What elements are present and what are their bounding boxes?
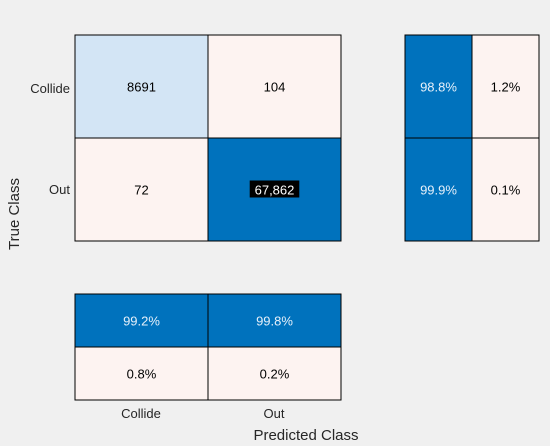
cell-collide-collide-rect	[74, 34, 209, 139]
row-summary-out-correct-rect	[404, 137, 473, 242]
column-summary-grid: 99.2% 99.8% 0.8% 0.2%	[74, 293, 342, 401]
row-summary-collide-correct-value: 98.8%	[420, 80, 457, 95]
cell-out-out-label-box	[249, 180, 300, 198]
row-summary-collide-correct-rect	[404, 34, 473, 139]
cell-out-collide-rect	[74, 137, 209, 242]
x-tick-label-collide: Collide	[121, 406, 161, 421]
y-tick-label-collide: Collide	[30, 81, 70, 96]
column-summary-out-correct-value: 99.8%	[256, 314, 293, 329]
row-summary-collide-incorrect-value: 1.2%	[491, 80, 521, 95]
cell-collide-collide-value: 8691	[127, 80, 156, 95]
column-summary-collide-incorrect-value: 0.8%	[127, 367, 157, 382]
column-summary-collide-incorrect-rect	[74, 346, 209, 401]
column-summary-out-incorrect-rect	[207, 346, 342, 401]
y-axis-label: True Class	[6, 178, 23, 250]
cell-out-out-value: 67,862	[255, 183, 295, 198]
cell-collide-out-rect	[207, 34, 342, 139]
column-summary-out-incorrect-value: 0.2%	[260, 367, 290, 382]
y-tick-label-out: Out	[49, 182, 70, 197]
row-summary-out-correct-value: 99.9%	[420, 183, 457, 198]
x-axis-label: Predicted Class	[253, 427, 358, 444]
confusion-matrix-grid: 8691 104 72 67,862	[74, 34, 342, 242]
cell-out-collide-value: 72	[134, 183, 148, 198]
row-summary-grid: 98.8% 1.2% 99.9% 0.1%	[404, 34, 540, 242]
row-summary-out-incorrect-value: 0.1%	[491, 183, 521, 198]
row-summary-out-incorrect-rect	[471, 137, 540, 242]
column-summary-collide-correct-rect	[74, 293, 209, 348]
row-summary-collide-incorrect-rect	[471, 34, 540, 139]
x-tick-label-out: Out	[264, 406, 285, 421]
cell-collide-out-value: 104	[264, 80, 286, 95]
column-summary-collide-correct-value: 99.2%	[123, 314, 160, 329]
